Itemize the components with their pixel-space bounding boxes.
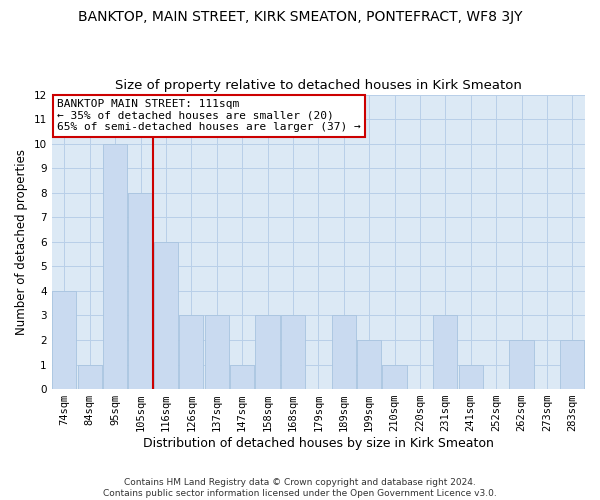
Y-axis label: Number of detached properties: Number of detached properties bbox=[15, 149, 28, 335]
Bar bbox=[256, 316, 280, 389]
Bar bbox=[230, 364, 254, 389]
Bar bbox=[205, 316, 229, 389]
X-axis label: Distribution of detached houses by size in Kirk Smeaton: Distribution of detached houses by size … bbox=[143, 437, 494, 450]
Bar bbox=[281, 316, 305, 389]
Bar bbox=[433, 316, 457, 389]
Bar bbox=[560, 340, 584, 389]
Bar bbox=[357, 340, 381, 389]
Bar bbox=[509, 340, 533, 389]
Text: Contains HM Land Registry data © Crown copyright and database right 2024.
Contai: Contains HM Land Registry data © Crown c… bbox=[103, 478, 497, 498]
Bar bbox=[128, 192, 152, 389]
Bar bbox=[382, 364, 407, 389]
Bar bbox=[52, 291, 76, 389]
Bar bbox=[458, 364, 483, 389]
Bar bbox=[77, 364, 102, 389]
Text: BANKTOP MAIN STREET: 111sqm
← 35% of detached houses are smaller (20)
65% of sem: BANKTOP MAIN STREET: 111sqm ← 35% of det… bbox=[57, 99, 361, 132]
Title: Size of property relative to detached houses in Kirk Smeaton: Size of property relative to detached ho… bbox=[115, 79, 522, 92]
Text: BANKTOP, MAIN STREET, KIRK SMEATON, PONTEFRACT, WF8 3JY: BANKTOP, MAIN STREET, KIRK SMEATON, PONT… bbox=[78, 10, 522, 24]
Bar bbox=[103, 144, 127, 389]
Bar bbox=[179, 316, 203, 389]
Bar bbox=[154, 242, 178, 389]
Bar bbox=[332, 316, 356, 389]
